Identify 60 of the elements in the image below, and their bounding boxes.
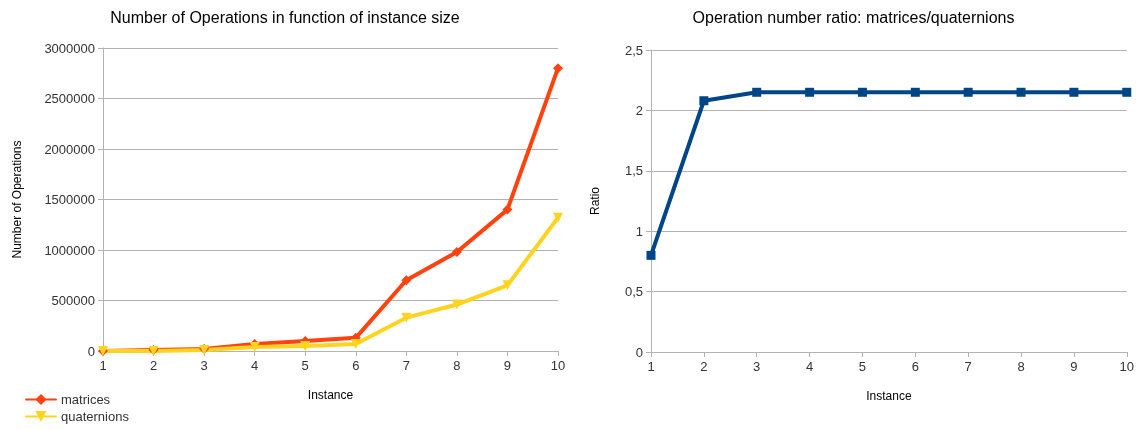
- y-tick-label: 0,5: [624, 284, 643, 300]
- point: [1016, 87, 1026, 97]
- point: [451, 247, 462, 258]
- point: [699, 96, 709, 106]
- x-tick-label: 4: [251, 358, 259, 373]
- point: [553, 212, 563, 223]
- chart-title: Number of Operations in function of instance size: [110, 8, 460, 26]
- legend-label: quaternions: [61, 409, 130, 424]
- x-tick-label: 8: [453, 358, 461, 373]
- point: [401, 312, 412, 323]
- y-tick-label: 2000000: [44, 141, 95, 157]
- y-tick-label: 1500000: [44, 192, 95, 207]
- y-tick-label: 2: [635, 102, 643, 118]
- y-tick-label: 2500000: [44, 91, 95, 106]
- x-tick-label: 1: [99, 358, 107, 373]
- point: [401, 275, 412, 286]
- x-axis-title: Instance: [866, 389, 912, 403]
- x-tick-label: 9: [503, 358, 512, 373]
- point: [502, 204, 513, 215]
- x-tick-label: 2: [700, 359, 708, 374]
- point: [300, 340, 311, 351]
- point: [752, 87, 762, 97]
- y-axis-title: Number of Operations: [10, 140, 24, 259]
- point: [1069, 87, 1079, 97]
- x-tick-label: 10: [1119, 359, 1134, 374]
- x-tick-label: 7: [402, 358, 410, 373]
- x-tick-label: 6: [352, 358, 360, 373]
- point: [451, 299, 462, 310]
- point: [646, 250, 656, 260]
- x-tick-label: 10: [550, 358, 566, 373]
- point: [963, 87, 973, 97]
- y-axis-title: Ratio: [588, 186, 602, 216]
- y-tick-label: 1: [635, 223, 643, 239]
- x-tick-label: 1: [647, 359, 655, 374]
- point: [910, 87, 920, 97]
- x-tick-label: 5: [301, 358, 309, 373]
- point: [553, 63, 563, 74]
- y-tick-label: 0: [87, 343, 95, 359]
- point: [1122, 87, 1132, 97]
- x-tick-label: 2: [149, 358, 158, 373]
- point: [805, 87, 815, 97]
- x-tick-label: 4: [805, 359, 814, 374]
- x-tick-label: 9: [1070, 359, 1078, 374]
- x-tick-label: 8: [1017, 359, 1025, 374]
- point: [857, 87, 867, 97]
- x-tick-label: 3: [200, 358, 208, 373]
- legend-label: matrices: [61, 392, 111, 407]
- chart-title: Operation number ratio: matrices/quaternions: [692, 8, 1015, 26]
- x-tick-label: 5: [858, 359, 867, 374]
- x-tick-label: 3: [753, 359, 761, 374]
- y-tick-label: 1,5: [624, 163, 643, 179]
- x-tick-label: 7: [964, 359, 972, 374]
- x-tick-label: 6: [911, 359, 919, 374]
- y-tick-label: 0: [635, 344, 643, 360]
- y-tick-label: 3000000: [44, 40, 95, 56]
- x-axis-title: Instance: [307, 388, 354, 402]
- y-tick-label: 1000000: [44, 242, 95, 258]
- y-tick-label: 500000: [51, 293, 95, 308]
- point: [350, 338, 361, 349]
- y-tick-label: 2,5: [624, 42, 643, 58]
